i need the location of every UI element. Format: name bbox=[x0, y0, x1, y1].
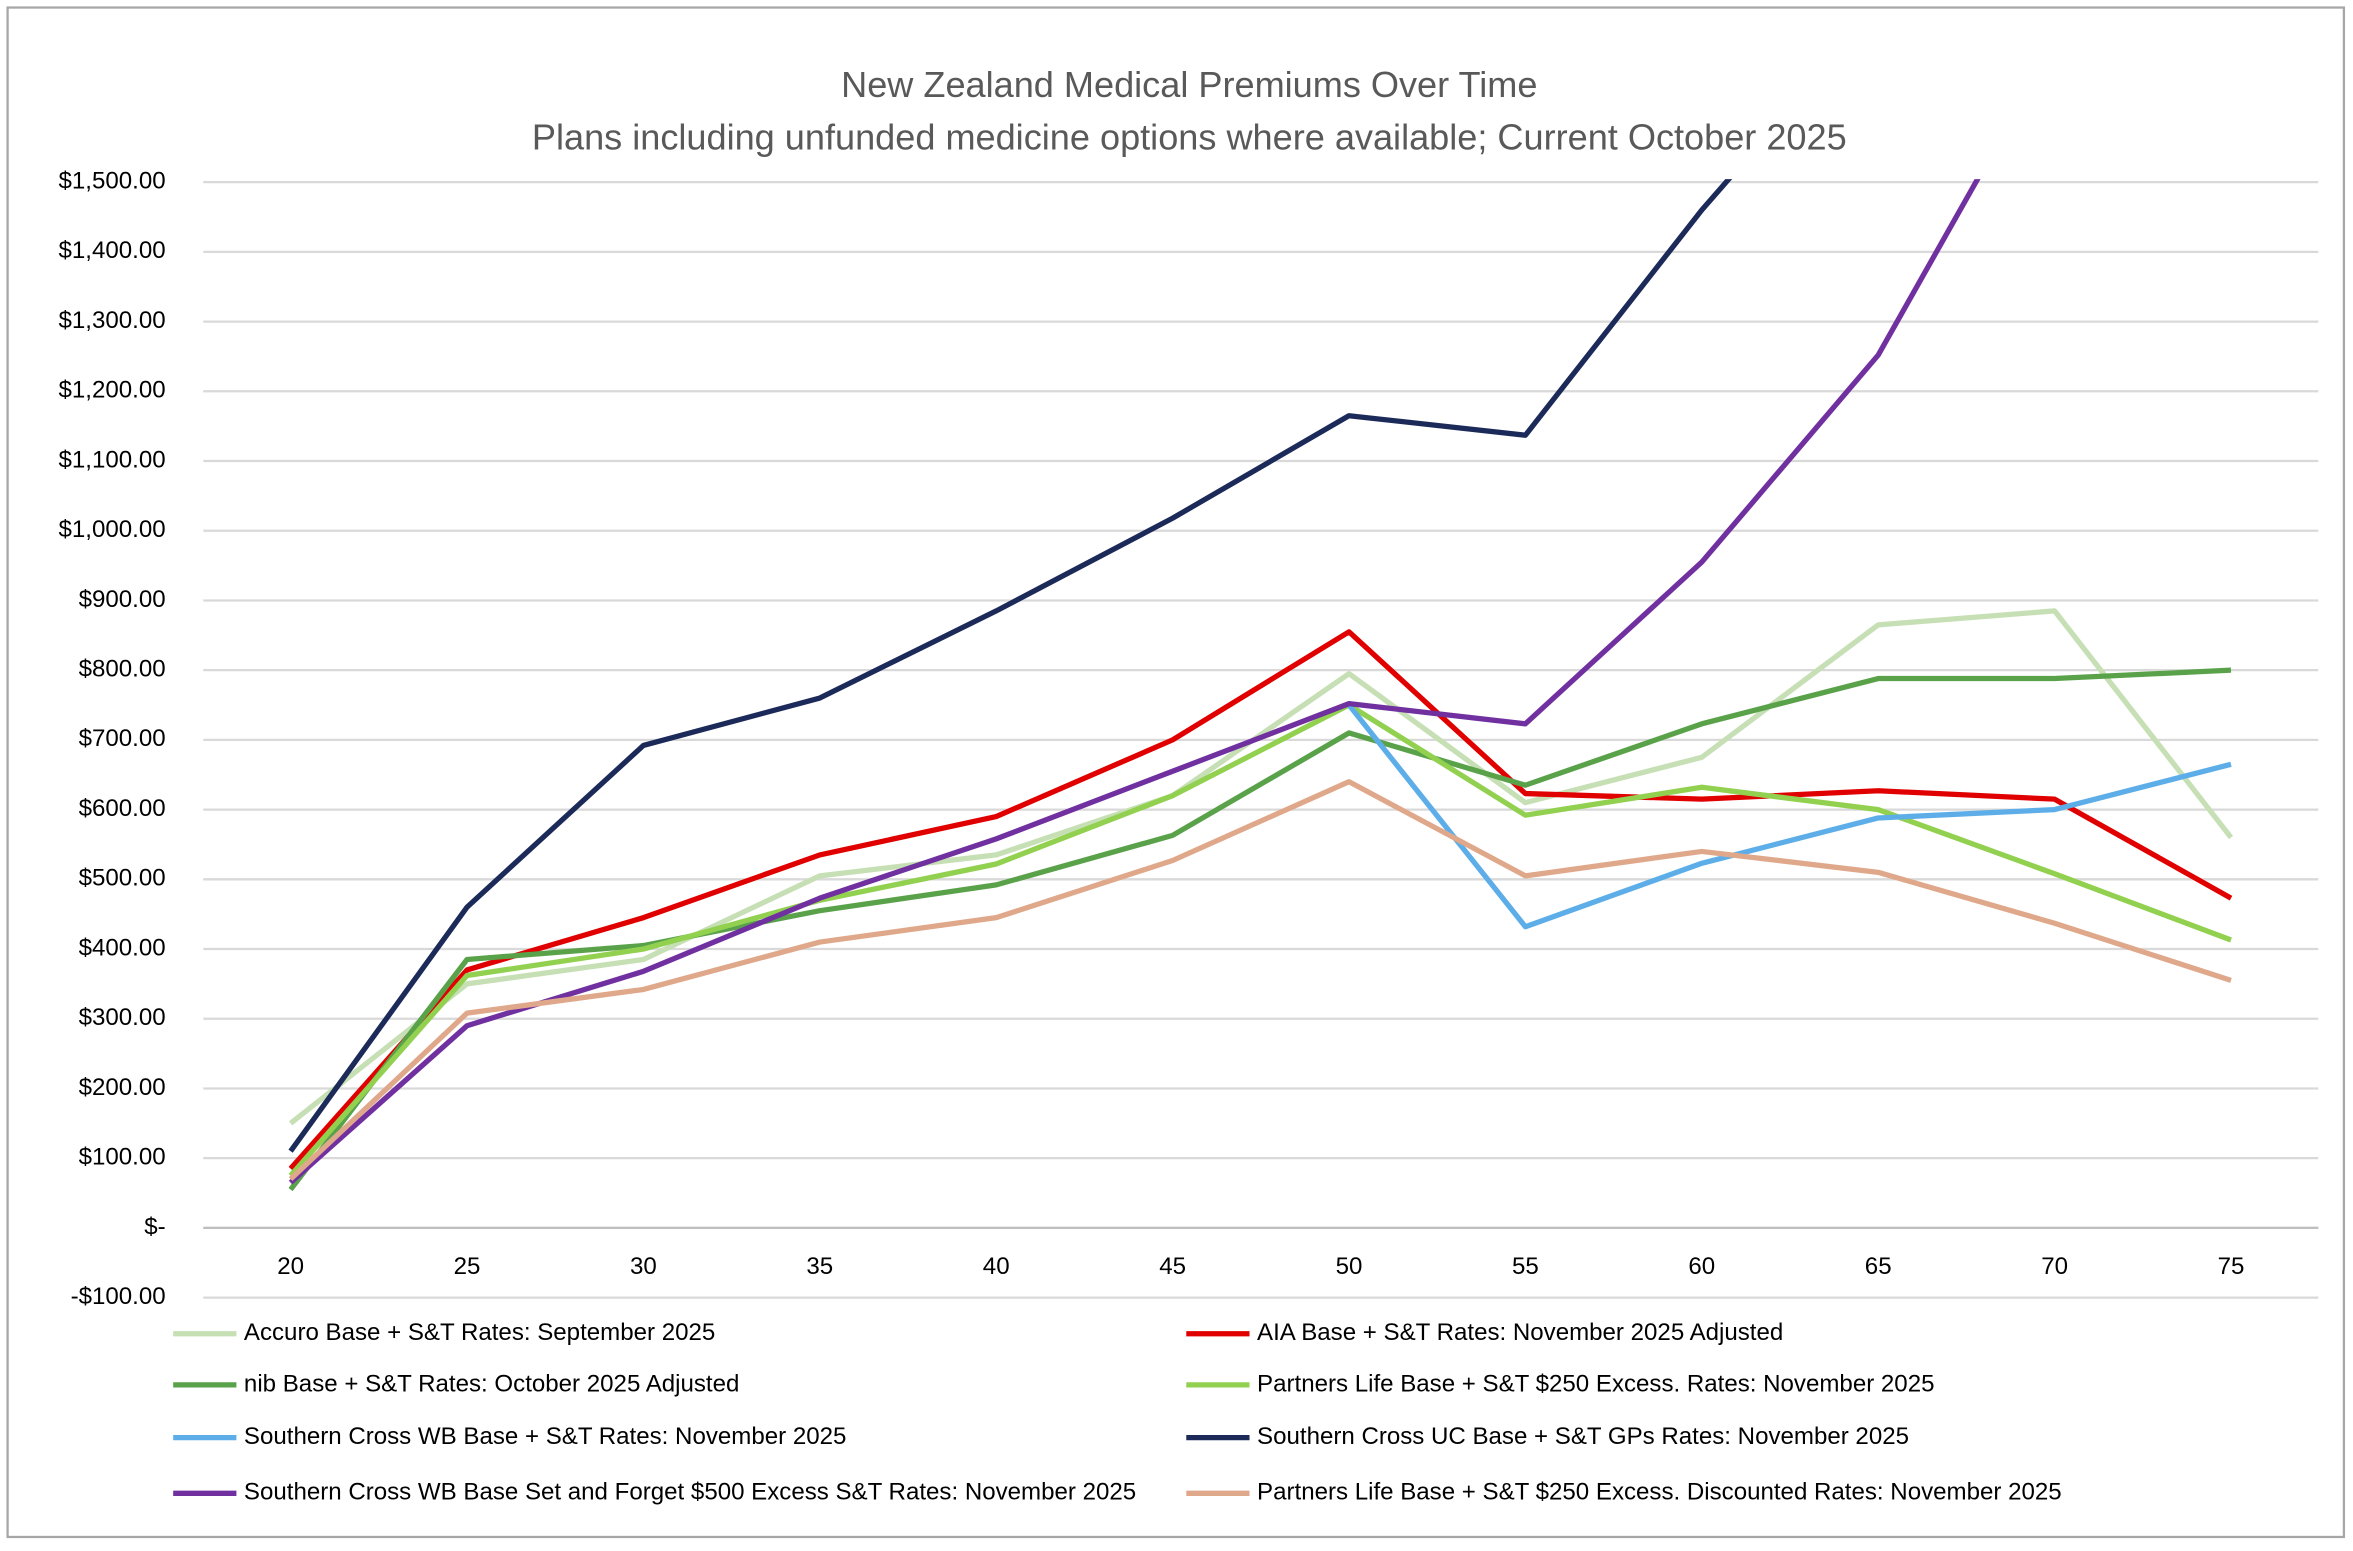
y-tick-label: $1,000.00 bbox=[59, 516, 166, 543]
series-line bbox=[288, 629, 2233, 1171]
legend-label: Accuro Base + S&T Rates: September 2025 bbox=[244, 1319, 715, 1346]
x-tick-label: 55 bbox=[1512, 1253, 1539, 1280]
chart-title: New Zealand Medical Premiums Over Time bbox=[841, 64, 1537, 105]
legend-label: Southern Cross UC Base + S&T GPs Rates: … bbox=[1257, 1423, 1909, 1450]
series-line bbox=[288, 702, 2232, 1178]
legend-label: Southern Cross WB Base + S&T Rates: Nove… bbox=[244, 1423, 846, 1450]
y-tick-label: $900.00 bbox=[79, 586, 166, 613]
legend-label: nib Base + S&T Rates: October 2025 Adjus… bbox=[244, 1370, 739, 1397]
y-tick-label: $600.00 bbox=[79, 795, 166, 822]
x-tick-label: 35 bbox=[806, 1253, 833, 1280]
x-tick-label: 70 bbox=[2041, 1253, 2068, 1280]
y-tick-label: $1,500.00 bbox=[59, 168, 166, 195]
y-tick-label: $1,300.00 bbox=[59, 307, 166, 334]
y-tick-label: $- bbox=[144, 1213, 165, 1240]
x-tick-label: 60 bbox=[1688, 1253, 1715, 1280]
y-tick-label: $100.00 bbox=[79, 1144, 166, 1171]
x-tick-label: 40 bbox=[983, 1253, 1010, 1280]
series-line bbox=[288, 779, 2232, 1182]
legend-label: Partners Life Base + S&T $250 Excess. Ra… bbox=[1257, 1370, 1934, 1397]
y-tick-label: $700.00 bbox=[79, 725, 166, 752]
series-line bbox=[288, 179, 1981, 1185]
y-tick-label: $1,400.00 bbox=[59, 237, 166, 264]
series-line bbox=[288, 667, 2232, 1192]
y-tick-label: $200.00 bbox=[79, 1074, 166, 1101]
chart-subtitle: Plans including unfunded medicine option… bbox=[532, 117, 1847, 158]
y-tick-label: $1,200.00 bbox=[59, 377, 166, 404]
x-tick-label: 75 bbox=[2218, 1253, 2245, 1280]
legend-label: Southern Cross WB Base Set and Forget $5… bbox=[244, 1479, 1136, 1506]
legend-label: Partners Life Base + S&T $250 Excess. Di… bbox=[1257, 1479, 2062, 1506]
x-tick-label: 50 bbox=[1336, 1253, 1363, 1280]
y-tick-label: $300.00 bbox=[79, 1004, 166, 1031]
x-tick-label: 65 bbox=[1865, 1253, 1892, 1280]
series-line bbox=[288, 179, 1733, 1153]
y-tick-label: $500.00 bbox=[79, 865, 166, 892]
x-tick-label: 20 bbox=[277, 1253, 304, 1280]
y-tick-label: $400.00 bbox=[79, 934, 166, 961]
series-line bbox=[1346, 703, 2232, 930]
y-tick-label: -$100.00 bbox=[71, 1283, 166, 1310]
y-tick-label: $1,100.00 bbox=[59, 446, 166, 473]
x-tick-label: 25 bbox=[454, 1253, 481, 1280]
x-tick-label: 30 bbox=[630, 1253, 657, 1280]
x-tick-label: 45 bbox=[1159, 1253, 1186, 1280]
y-tick-label: $800.00 bbox=[79, 656, 166, 683]
legend-label: AIA Base + S&T Rates: November 2025 Adju… bbox=[1257, 1319, 1783, 1346]
